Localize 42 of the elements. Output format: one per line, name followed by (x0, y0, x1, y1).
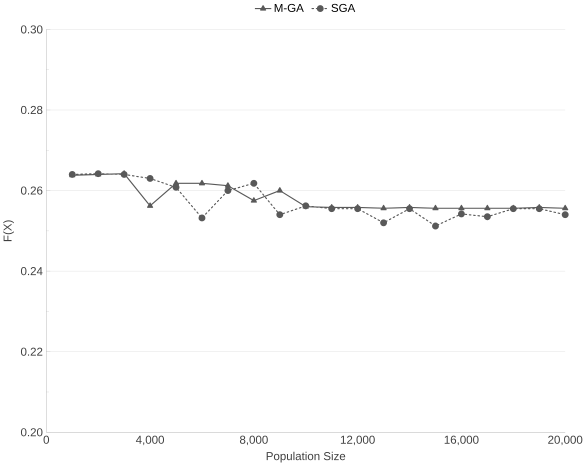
legend-label: M-GA (274, 4, 304, 12)
point (224, 187, 232, 194)
point (224, 182, 231, 188)
point (276, 187, 283, 193)
x-tick-label: 4,000 (136, 436, 164, 446)
x-tick-label: 20,000 (548, 436, 582, 446)
y-tick-label: 0.20 (20, 428, 42, 436)
point (250, 180, 258, 187)
point (250, 197, 257, 203)
legend-label: SGA (331, 4, 356, 12)
x-tick-label: 8,000 (240, 436, 268, 446)
x-tick-label: 0 (44, 436, 50, 444)
x-tick-label: 16,000 (444, 436, 479, 446)
point (380, 219, 388, 226)
point (458, 204, 464, 210)
x-tick-label: 12,000 (340, 436, 375, 446)
y-tick-label: 0.26 (20, 186, 42, 195)
y-tick-label: 0.24 (20, 267, 43, 276)
point (147, 202, 154, 208)
point (484, 204, 490, 210)
point (432, 204, 439, 210)
y-axis-title: F(X) (3, 220, 14, 242)
point (198, 214, 206, 222)
point (380, 204, 387, 210)
point (146, 175, 154, 182)
point (484, 213, 491, 220)
point (354, 205, 362, 212)
point (328, 205, 336, 212)
point (120, 171, 128, 178)
point (172, 184, 180, 191)
point (562, 204, 568, 210)
point (276, 211, 284, 218)
y-tick-label: 0.30 (20, 26, 42, 34)
point (562, 211, 569, 218)
x-axis-title: Population Size (266, 452, 346, 463)
point (406, 205, 413, 212)
point (536, 205, 543, 212)
point (432, 222, 439, 230)
point (198, 180, 206, 186)
y-tick-label: 0.22 (20, 348, 42, 356)
point (458, 210, 465, 218)
y-tick-label: 0.28 (20, 106, 42, 114)
